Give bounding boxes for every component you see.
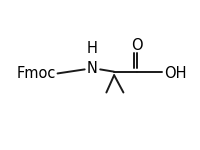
Text: OH: OH xyxy=(164,66,186,81)
Text: N: N xyxy=(87,61,98,76)
Text: O: O xyxy=(131,38,142,53)
Text: H: H xyxy=(87,41,98,56)
Text: Fmoc: Fmoc xyxy=(17,66,56,81)
